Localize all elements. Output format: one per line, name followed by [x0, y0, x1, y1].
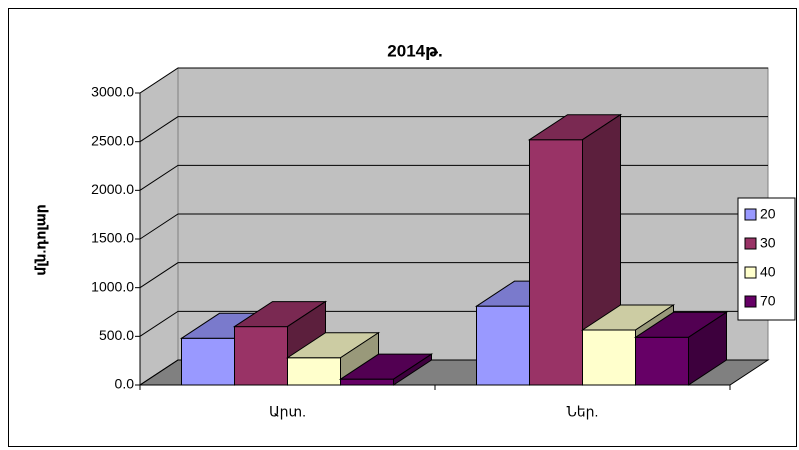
- chart-title: 2014թ.: [387, 41, 442, 60]
- y-tick-label: 0.0: [115, 376, 135, 392]
- bar-side: [688, 311, 727, 386]
- bar-side: [393, 353, 432, 386]
- x-tick-label: Արտ.: [269, 404, 306, 420]
- legend-swatch: [744, 237, 757, 250]
- legend-label: 40: [760, 264, 776, 280]
- grid-line: [139, 67, 768, 94]
- bar: [529, 139, 583, 386]
- bar: [340, 378, 394, 386]
- y-tick-label: 2500.0: [91, 132, 134, 148]
- y-tick-label: 3000.0: [91, 84, 134, 100]
- legend-swatch: [744, 295, 757, 308]
- bar: [234, 326, 288, 386]
- bar: [181, 337, 235, 386]
- legend-swatch: [744, 208, 757, 221]
- y-tick-label: 1000.0: [91, 278, 134, 294]
- legend-label: 70: [760, 293, 776, 309]
- bar: [476, 305, 530, 386]
- bar: [287, 357, 341, 386]
- legend-label: 20: [760, 206, 776, 222]
- legend-label: 30: [760, 235, 776, 251]
- y-tick-label: 500.0: [99, 327, 134, 343]
- y-tick-label: 1500.0: [91, 230, 134, 246]
- y-tick-label: 2000.0: [91, 181, 134, 197]
- x-tick-label: Ներ.: [567, 404, 599, 420]
- y-axis-title: մլն.դոլար: [33, 204, 49, 276]
- bar: [635, 336, 689, 386]
- legend-swatch: [744, 266, 757, 279]
- bar: [582, 329, 636, 386]
